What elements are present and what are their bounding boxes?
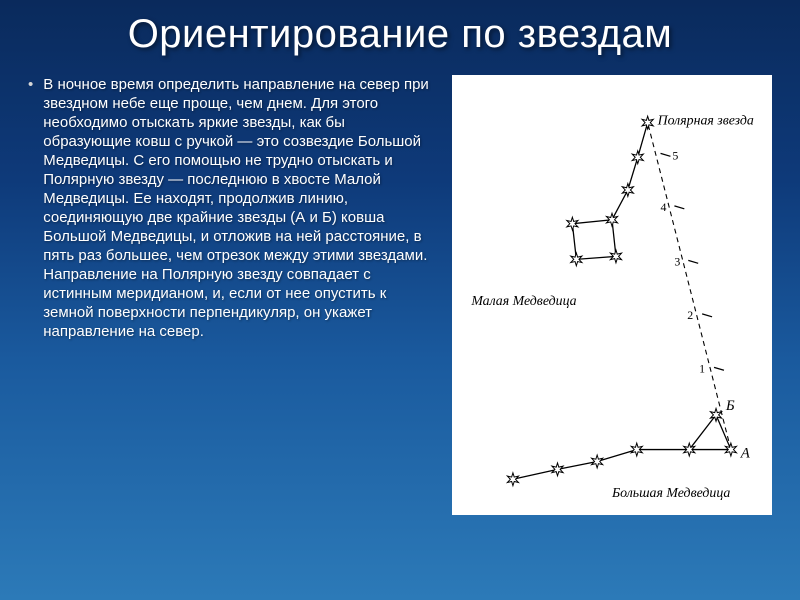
ursa-minor xyxy=(572,123,647,260)
slide-root: Ориентирование по звездам • В ночное вре… xyxy=(0,0,800,600)
tick-label-5: 5 xyxy=(672,148,678,162)
body-text: В ночное время определить направление на… xyxy=(43,75,434,341)
bullet-marker: • xyxy=(28,75,33,94)
tick-label-3: 3 xyxy=(674,254,680,268)
label-ursa-minor: Малая Медведица xyxy=(470,293,576,308)
constellation-diagram: 1 2 3 4 5 xyxy=(458,83,766,509)
label-point-b: Б xyxy=(725,398,735,414)
label-ursa-major: Большая Медведuца xyxy=(611,485,730,500)
ursa-major-outline xyxy=(513,415,731,479)
tick-label-1: 1 xyxy=(699,361,705,375)
star-icon xyxy=(642,116,653,129)
tick-2: 2 xyxy=(687,308,712,322)
tick-1: 1 xyxy=(699,361,724,375)
star-icon xyxy=(622,184,633,197)
guide-line xyxy=(648,123,731,450)
guide-ticks: 1 2 3 4 5 xyxy=(661,148,724,375)
content-row: • В ночное время определить направление … xyxy=(28,75,772,515)
ursa-major xyxy=(513,415,731,479)
star-icon xyxy=(507,473,518,486)
label-polaris: Полярная звезда xyxy=(657,113,754,128)
slide-title: Ориентирование по звездам xyxy=(28,12,772,57)
diagram-panel: 1 2 3 4 5 xyxy=(452,75,772,515)
star-icon xyxy=(552,463,563,476)
tick-5: 5 xyxy=(661,148,679,162)
ursa-minor-outline xyxy=(572,123,647,260)
text-column: • В ночное время определить направление … xyxy=(28,75,434,341)
label-point-a: А xyxy=(740,445,751,461)
bullet-item: • В ночное время определить направление … xyxy=(28,75,434,341)
tick-3: 3 xyxy=(674,254,698,268)
tick-4: 4 xyxy=(661,200,685,214)
tick-label-2: 2 xyxy=(687,308,693,322)
star-icon xyxy=(632,151,643,164)
tick-label-4: 4 xyxy=(661,200,667,214)
star-icon xyxy=(592,455,603,468)
